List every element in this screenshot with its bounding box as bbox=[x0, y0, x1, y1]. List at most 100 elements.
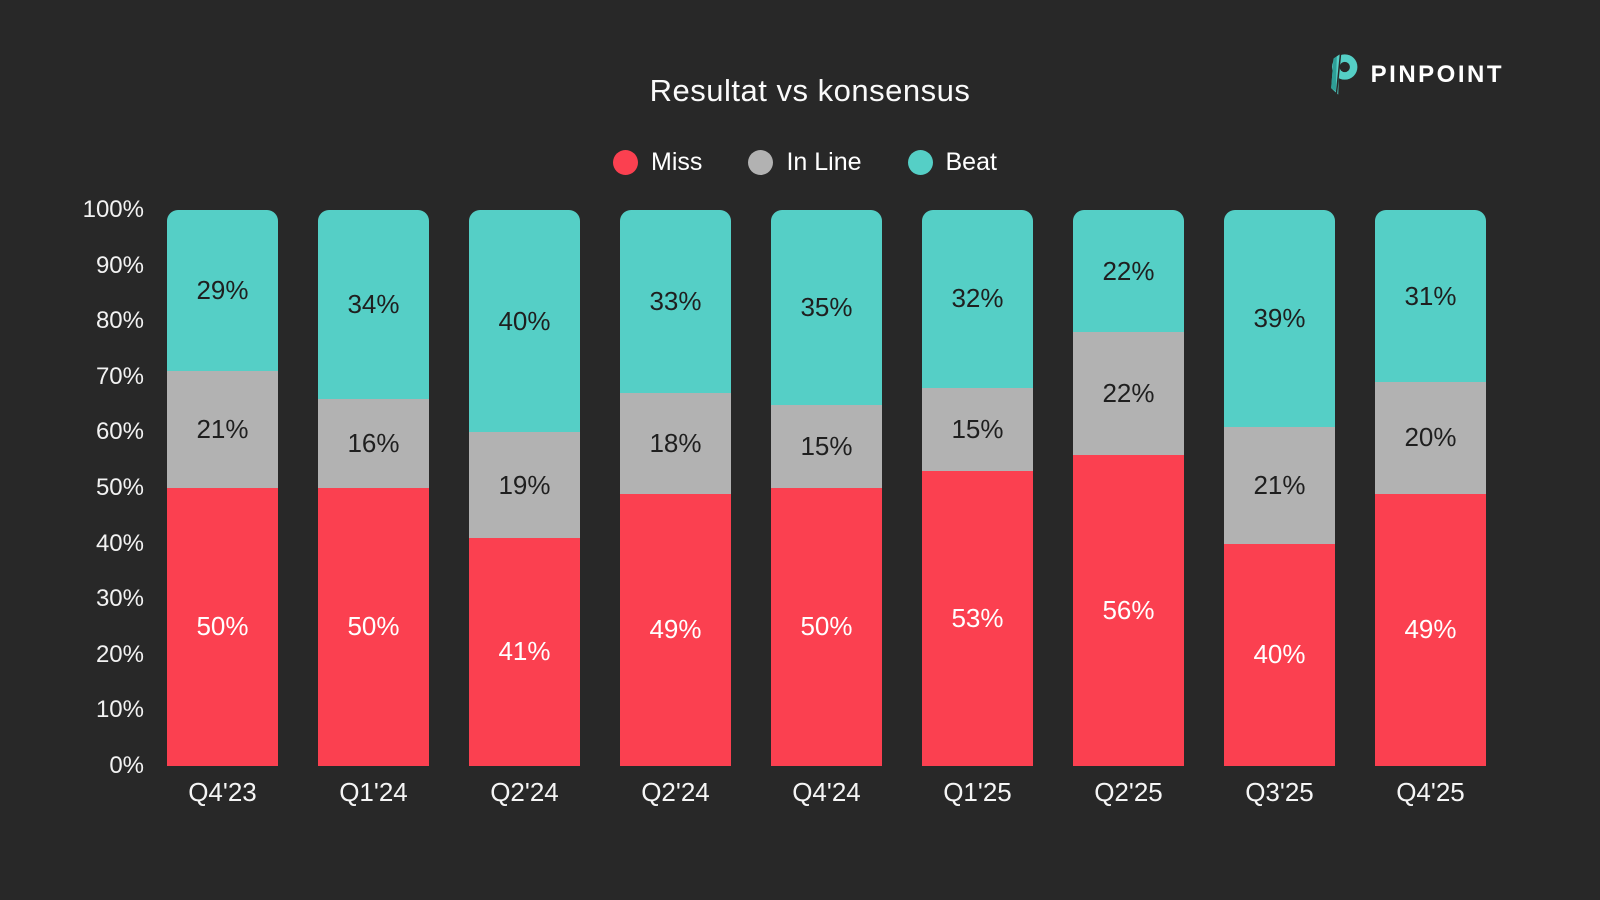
segment-value-label: 35% bbox=[800, 291, 853, 322]
segment-value-label: 32% bbox=[951, 283, 1004, 314]
x-axis-label: Q4'23 bbox=[188, 777, 257, 807]
pinpoint-logo: PINPOINT bbox=[1324, 52, 1504, 97]
y-axis-tick: 10% bbox=[95, 696, 144, 724]
legend-item-beat: Beat bbox=[907, 148, 997, 177]
beat-color-dot bbox=[907, 150, 933, 175]
bar-segment-beat: 33% bbox=[620, 210, 731, 394]
y-axis-tick: 80% bbox=[95, 307, 144, 335]
stacked-bar: 22% 22% 56% bbox=[1073, 210, 1184, 766]
segment-value-label: 15% bbox=[951, 414, 1004, 445]
bar-segment-in-line: 16% bbox=[318, 399, 429, 488]
stacked-bar: 35% 15% 50% bbox=[771, 210, 882, 766]
plot-area: 29% 21% 50% 34% 16% 50% 40% 19% 41% 33% 18% 49% 35% 1… bbox=[167, 210, 1486, 766]
segment-value-label: 50% bbox=[196, 611, 249, 642]
bar-segment-in-line: 20% bbox=[1375, 382, 1486, 494]
segment-value-label: 19% bbox=[498, 469, 551, 500]
legend-item-in-line: In Line bbox=[748, 148, 862, 177]
chart-title: Resultat vs konsensus bbox=[649, 73, 971, 108]
bar-segment-miss: 40% bbox=[1224, 543, 1335, 766]
stacked-bar: 31% 20% 49% bbox=[1375, 210, 1486, 766]
segment-value-label: 22% bbox=[1102, 255, 1155, 286]
y-axis-tick: 0% bbox=[109, 752, 144, 779]
x-axis-label: Q1'25 bbox=[943, 777, 1012, 807]
bar-segment-in-line: 15% bbox=[922, 387, 1033, 472]
logo-text: PINPOINT bbox=[1370, 60, 1504, 88]
bar-segment-beat: 34% bbox=[318, 210, 429, 400]
y-axis-tick: 40% bbox=[95, 529, 144, 557]
segment-value-label: 40% bbox=[498, 305, 551, 336]
segment-value-label: 21% bbox=[196, 414, 249, 445]
pinpoint-p-icon bbox=[1330, 53, 1358, 96]
bar-segment-miss: 49% bbox=[1375, 493, 1486, 766]
segment-value-label: 33% bbox=[649, 286, 702, 317]
segment-value-label: 22% bbox=[1102, 377, 1155, 408]
stacked-bar: 39% 21% 40% bbox=[1224, 210, 1335, 766]
x-axis-label: Q3'25 bbox=[1245, 777, 1314, 807]
x-axis-label: Q2'24 bbox=[641, 777, 710, 807]
y-axis-tick: 60% bbox=[95, 418, 144, 446]
miss-color-dot bbox=[613, 150, 639, 175]
bar-segment-beat: 29% bbox=[167, 210, 278, 372]
in-line-color-dot bbox=[748, 150, 774, 175]
legend-label-in-line: In Line bbox=[786, 148, 862, 176]
stacked-bar: 33% 18% 49% bbox=[620, 210, 731, 766]
bar-segment-miss: 50% bbox=[167, 487, 278, 766]
legend-label-beat: Beat bbox=[945, 148, 997, 176]
y-axis-tick: 70% bbox=[95, 362, 144, 390]
bar-segment-miss: 49% bbox=[620, 493, 731, 766]
segment-value-label: 40% bbox=[1253, 639, 1306, 670]
segment-value-label: 20% bbox=[1404, 422, 1457, 453]
x-axis-label: Q1'24 bbox=[339, 777, 408, 807]
segment-value-label: 50% bbox=[347, 611, 400, 642]
stacked-bar: 32% 15% 53% bbox=[922, 210, 1033, 766]
bar-segment-miss: 50% bbox=[318, 487, 429, 766]
y-axis-tick: 50% bbox=[95, 474, 144, 501]
bar-segment-beat: 40% bbox=[469, 210, 580, 433]
segment-value-label: 56% bbox=[1102, 594, 1155, 625]
x-axis-label: Q2'24 bbox=[490, 777, 559, 807]
segment-value-label: 18% bbox=[649, 428, 702, 458]
segment-value-label: 34% bbox=[347, 289, 400, 320]
segment-value-label: 53% bbox=[951, 603, 1004, 634]
legend-item-miss: Miss bbox=[613, 148, 702, 177]
x-axis-label: Q4'25 bbox=[1396, 777, 1465, 807]
segment-value-label: 31% bbox=[1404, 280, 1457, 311]
bar-segment-beat: 22% bbox=[1073, 210, 1184, 333]
segment-value-label: 29% bbox=[196, 275, 249, 306]
bar-segment-beat: 39% bbox=[1224, 210, 1335, 427]
bar-segment-in-line: 21% bbox=[167, 371, 278, 488]
segment-value-label: 49% bbox=[1404, 614, 1457, 645]
legend: Miss In Line Beat bbox=[0, 148, 1600, 177]
bar-segment-in-line: 21% bbox=[1224, 426, 1335, 544]
segment-value-label: 15% bbox=[800, 430, 853, 461]
bar-segment-miss: 56% bbox=[1073, 454, 1184, 766]
y-axis-tick: 100% bbox=[82, 196, 144, 223]
bar-segment-beat: 35% bbox=[771, 210, 882, 405]
bar-segment-in-line: 15% bbox=[771, 404, 882, 488]
segment-value-label: 21% bbox=[1253, 469, 1306, 500]
segment-value-label: 16% bbox=[347, 428, 400, 458]
bar-segment-beat: 32% bbox=[922, 210, 1033, 388]
x-axis-label: Q2'25 bbox=[1094, 777, 1163, 807]
x-axis: Q4'23 Q1'24 Q2'24 Q2'24 Q4'24 Q1'25 Q2'25 Q3'25… bbox=[167, 777, 1486, 808]
segment-value-label: 39% bbox=[1253, 302, 1306, 333]
y-axis-tick: 30% bbox=[95, 585, 144, 613]
y-axis: 100% 90% 80% 70% 60% 50% 40% 30% 20% 10% 0% bbox=[0, 196, 144, 779]
stacked-bar: 29% 21% 50% bbox=[167, 210, 278, 766]
stacked-bar: 34% 16% 50% bbox=[318, 210, 429, 766]
bar-segment-miss: 53% bbox=[922, 471, 1033, 766]
y-axis-tick: 20% bbox=[95, 640, 144, 668]
bar-segment-in-line: 22% bbox=[1073, 332, 1184, 455]
bar-segment-miss: 41% bbox=[469, 538, 580, 766]
segment-value-label: 49% bbox=[649, 614, 702, 645]
segment-value-label: 41% bbox=[498, 636, 551, 667]
x-axis-label: Q4'24 bbox=[792, 777, 861, 807]
bar-segment-in-line: 18% bbox=[620, 393, 731, 494]
bar-segment-beat: 31% bbox=[1375, 210, 1486, 383]
bar-segment-miss: 50% bbox=[771, 487, 882, 766]
legend-label-miss: Miss bbox=[651, 148, 703, 176]
stacked-bar: 40% 19% 41% bbox=[469, 210, 580, 766]
segment-value-label: 50% bbox=[800, 611, 853, 642]
y-axis-tick: 90% bbox=[95, 251, 144, 279]
